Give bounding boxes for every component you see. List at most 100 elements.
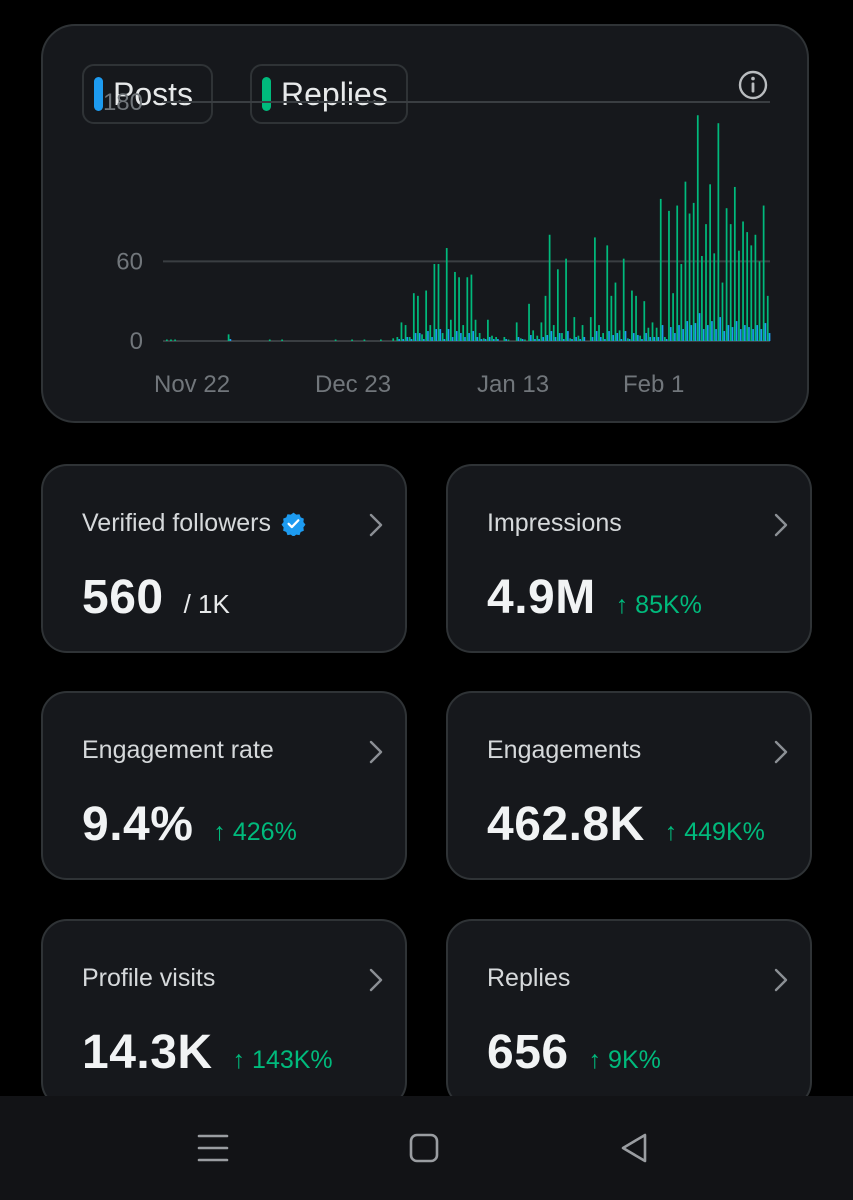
legend-posts[interactable]: Posts	[82, 64, 213, 124]
bar-posts	[451, 337, 454, 341]
bar-replies	[474, 319, 477, 341]
bar-posts	[690, 325, 693, 341]
bar-posts	[414, 333, 417, 341]
bar-posts	[669, 327, 672, 341]
bar-posts	[476, 337, 479, 341]
stat-delta: ↑ 449K%	[664, 818, 765, 846]
bar-posts	[637, 335, 639, 341]
stat-card-engagements[interactable]: Engagements 462.8K ↑ 449K%	[446, 691, 812, 880]
info-icon[interactable]	[737, 69, 769, 101]
bar-replies	[672, 293, 674, 341]
bar-posts	[678, 325, 680, 341]
legend-replies[interactable]: Replies	[250, 64, 408, 124]
bar-chart: 0 60 180 Nov 22 Dec 23 Jan 13 Feb 1	[103, 89, 771, 398]
bar-replies	[602, 333, 604, 341]
bar-replies	[449, 319, 452, 341]
bar-replies	[552, 325, 555, 341]
stat-value-row: 560 / 1K	[82, 570, 230, 625]
bar-posts	[229, 339, 232, 341]
bar-replies	[487, 319, 489, 341]
system-navigation-bar	[0, 1096, 853, 1200]
bar-posts	[488, 337, 491, 341]
legend-replies-label: Replies	[281, 75, 388, 112]
chevron-right-icon	[369, 513, 383, 537]
bar-replies	[470, 274, 473, 341]
bar-posts	[616, 333, 619, 341]
bar-posts	[641, 339, 643, 341]
bar-posts	[694, 323, 697, 341]
stat-value: 14.3K	[82, 1026, 213, 1079]
bar-posts	[484, 339, 487, 341]
bar-posts	[711, 321, 713, 341]
bar-posts	[744, 325, 746, 341]
back-triangle-icon[interactable]	[618, 1131, 650, 1165]
stat-card-replies[interactable]: Replies 656 ↑ 9K%	[446, 919, 812, 1108]
bar-replies	[166, 339, 168, 341]
stat-label: Verified followers	[82, 509, 306, 538]
bar-posts	[657, 337, 660, 341]
bar-posts	[546, 335, 549, 341]
bar-replies	[676, 205, 679, 341]
stat-value-row: 9.4% ↑ 426%	[82, 797, 297, 852]
bar-posts	[645, 333, 647, 341]
home-square-icon[interactable]	[408, 1132, 440, 1164]
menu-icon[interactable]	[196, 1132, 230, 1164]
bar-replies	[515, 322, 518, 341]
bar-replies	[495, 337, 497, 341]
bar-posts	[661, 325, 664, 341]
bar-replies	[701, 256, 703, 341]
bar-replies	[404, 325, 407, 341]
bar-replies	[417, 295, 419, 341]
bar-replies	[454, 271, 456, 341]
bar-replies	[425, 290, 428, 341]
bar-posts	[550, 331, 553, 341]
bar-posts	[748, 327, 750, 341]
bar-replies	[561, 333, 563, 341]
bar-replies	[717, 123, 720, 341]
stat-label: Engagement rate	[82, 736, 274, 764]
bar-posts	[439, 329, 442, 341]
bar-replies	[746, 232, 749, 341]
bar-replies	[651, 322, 654, 341]
bar-replies	[392, 338, 395, 341]
bar-posts	[674, 333, 676, 341]
bar-replies	[536, 335, 539, 341]
bar-replies	[519, 338, 522, 341]
stat-label-text: Verified followers	[82, 509, 271, 537]
bar-posts	[723, 331, 726, 341]
bar-replies	[594, 237, 596, 341]
x-tick-label: Dec 23	[315, 371, 391, 398]
bar-replies	[507, 339, 510, 341]
bar-posts	[682, 329, 684, 341]
bar-posts	[571, 339, 573, 341]
bar-replies	[663, 337, 666, 341]
bar-replies	[606, 245, 609, 341]
bar-posts	[427, 331, 429, 341]
stat-card-impressions[interactable]: Impressions 4.9M ↑ 85K%	[446, 464, 812, 653]
bar-replies	[614, 282, 617, 341]
x-tick-label: Nov 22	[154, 371, 230, 398]
bar-posts	[719, 317, 721, 341]
bar-replies	[445, 248, 448, 341]
stat-card-verified-followers[interactable]: Verified followers 560 / 1K	[41, 464, 407, 653]
bar-replies	[631, 290, 633, 341]
bar-replies	[556, 269, 559, 341]
bar-posts	[579, 339, 582, 341]
stat-card-profile-visits[interactable]: Profile visits 14.3K ↑ 143K%	[41, 919, 407, 1108]
bar-replies	[725, 208, 728, 341]
bar-posts	[562, 339, 565, 341]
bar-posts	[538, 339, 540, 341]
bar-replies	[351, 339, 353, 341]
bar-posts	[418, 333, 421, 341]
bar-posts	[735, 321, 738, 341]
x-tick-label: Jan 13	[477, 371, 549, 398]
replies-swatch	[262, 77, 271, 111]
bar-replies	[684, 181, 687, 341]
bar-replies	[729, 224, 732, 341]
bar-posts	[468, 333, 470, 341]
bar-replies	[174, 339, 176, 341]
bar-posts	[752, 329, 754, 341]
legend-posts-label: Posts	[113, 75, 194, 112]
bar-replies	[569, 338, 572, 341]
stat-card-engagement-rate[interactable]: Engagement rate 9.4% ↑ 426%	[41, 691, 407, 880]
